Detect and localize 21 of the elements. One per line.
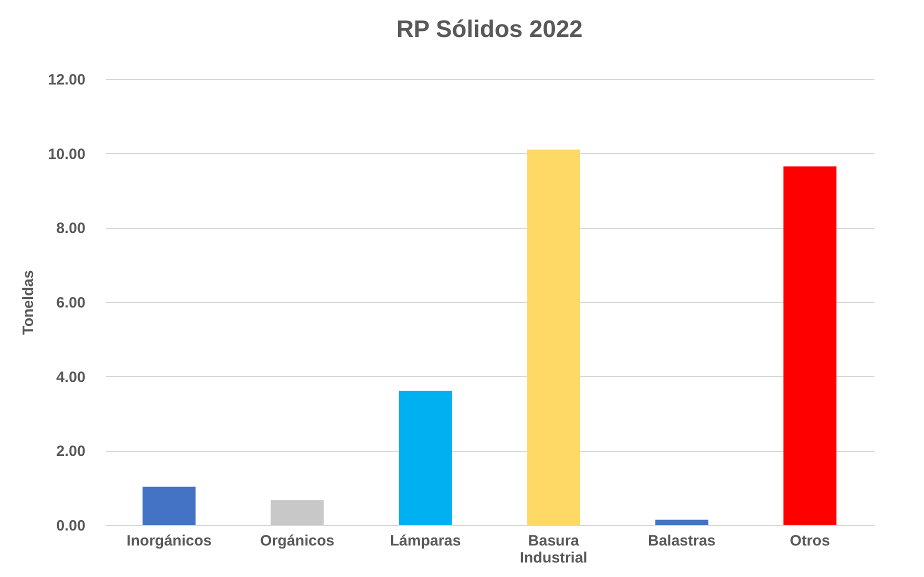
x-tick-label: Inorgánicos	[126, 532, 212, 550]
bar	[270, 500, 324, 525]
y-axis-title: Toneldas	[20, 270, 37, 335]
x-tick-label: Lámparas	[390, 532, 461, 550]
x-tick-label: Basura Industrial	[520, 532, 588, 566]
bar	[783, 166, 836, 525]
y-tick-label: 12.00	[48, 72, 86, 88]
y-tick-label: 0.00	[56, 518, 86, 534]
y-tick-label: 2.00	[56, 443, 86, 460]
y-tick-label: 10.00	[48, 146, 86, 163]
bar	[142, 486, 196, 525]
y-tick-label: 6.00	[56, 294, 86, 312]
chart-title: RP Sólidos 2022	[396, 16, 583, 43]
x-tick-label: Orgánicos	[260, 532, 334, 550]
x-tick-label: Balastras	[648, 532, 716, 550]
bar	[527, 150, 580, 525]
bar	[655, 520, 708, 525]
x-tick-label: Otros	[790, 532, 830, 550]
y-tick-label: 8.00	[56, 220, 86, 238]
bar	[398, 390, 452, 525]
y-tick-label: 4.00	[56, 368, 86, 386]
